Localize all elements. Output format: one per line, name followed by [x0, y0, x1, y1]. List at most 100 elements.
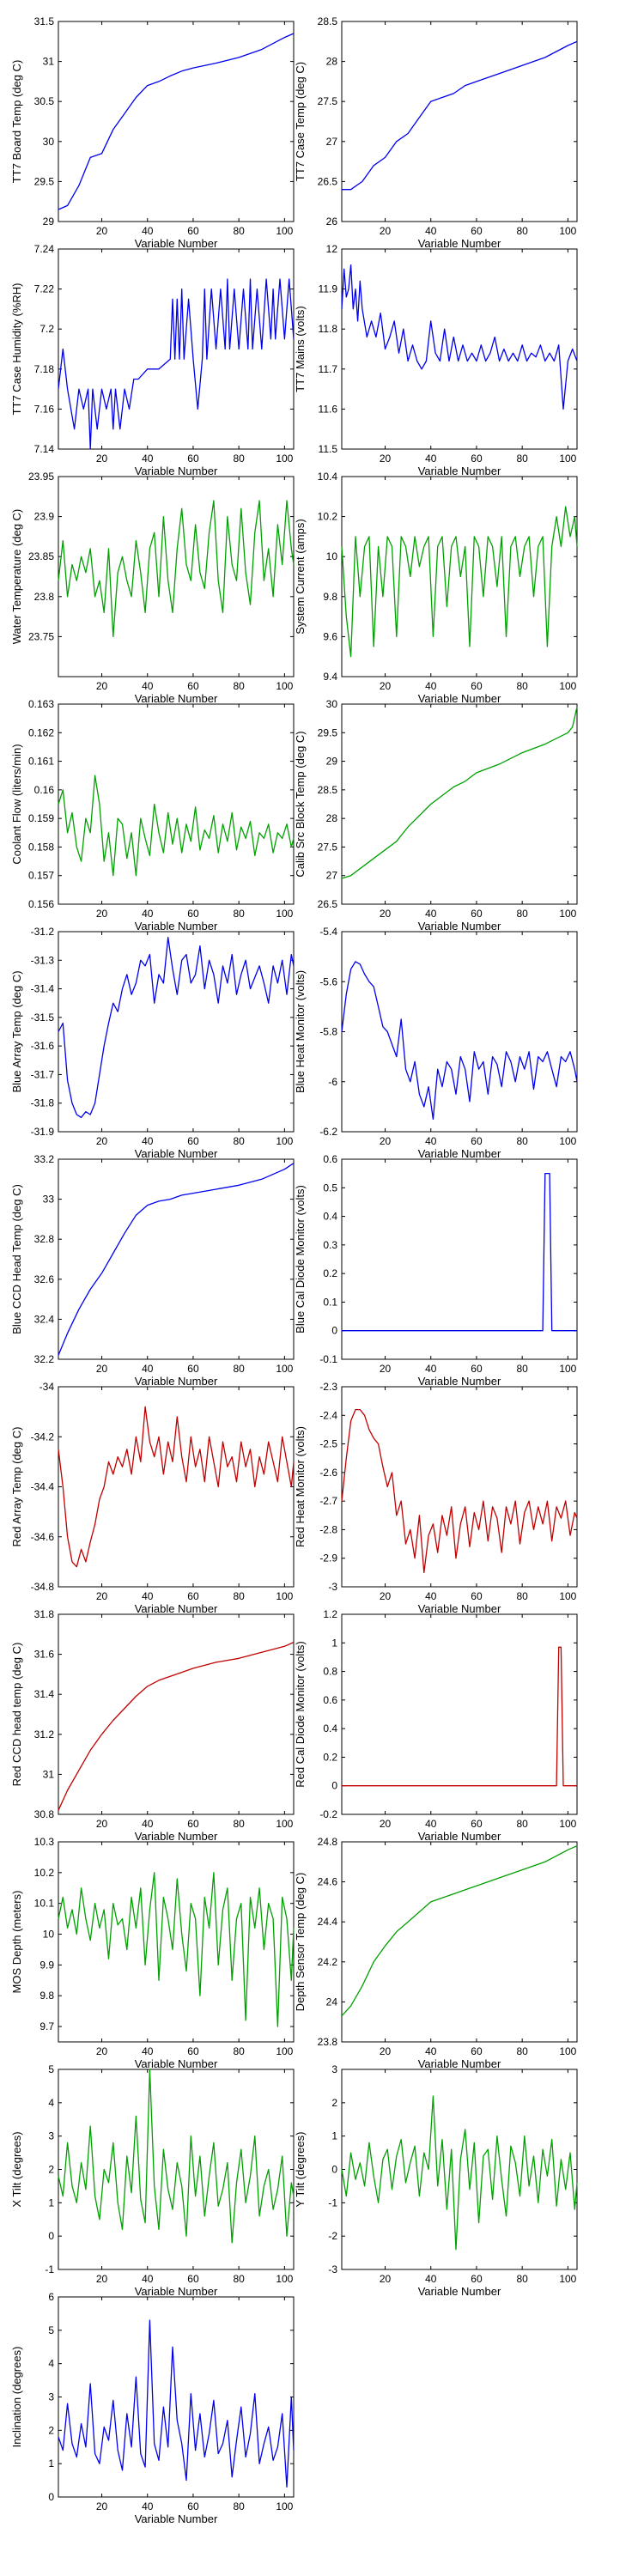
series-line-blue-array-temp: [58, 937, 295, 1119]
x-tick-label: 80: [516, 1818, 528, 1830]
series-line-mos-depth: [58, 1872, 295, 2027]
x-tick-label: 20: [96, 1135, 108, 1147]
x-tick-label: 80: [233, 1818, 245, 1830]
y-tick-label: 0.2: [323, 1751, 337, 1763]
x-tick-label: 20: [96, 908, 108, 920]
plot-frame: [58, 1841, 295, 2043]
x-tick-label: 40: [142, 2045, 154, 2057]
x-tick-label: 100: [276, 453, 293, 465]
y-tick-label: 0.3: [323, 1239, 337, 1251]
x-tick-label: 60: [187, 1818, 199, 1830]
y-tick-label: 28: [326, 56, 338, 68]
y-tick-label: -3: [328, 2263, 337, 2275]
y-tick-label: 1: [48, 2196, 54, 2208]
y-tick-label: 0: [331, 1325, 337, 1337]
series-line-water-temperature: [58, 500, 295, 638]
y-tick-label: -0.2: [319, 1808, 337, 1820]
y-tick-label: -1: [328, 2196, 337, 2208]
y-tick-label: 27.5: [318, 95, 338, 107]
y-tick-label: 31: [43, 56, 55, 68]
y-tick-label: 0.16: [34, 784, 55, 796]
x-tick-label: 80: [516, 453, 528, 465]
x-tick-label: 40: [425, 2273, 437, 2285]
x-tick-label: 20: [96, 2045, 108, 2057]
y-tick-label: 0.6: [323, 1694, 337, 1706]
x-tick-label: 60: [187, 908, 199, 920]
plot-frame: [341, 1841, 578, 2043]
y-tick-label: -5.8: [319, 1026, 337, 1038]
x-tick-label: 100: [276, 1135, 293, 1147]
y-tick-label: 1: [48, 2458, 54, 2470]
plot-frame: [341, 21, 578, 222]
series-line-red-ccd-head-temp: [58, 1642, 295, 1811]
plot-frame: [341, 1158, 578, 1360]
y-tick-label: 9.4: [323, 671, 337, 683]
y-axis-label: X Tilt (degrees): [10, 2131, 23, 2207]
x-axis-label: Variable Number: [418, 1375, 501, 1388]
y-tick-label: -2.3: [319, 1381, 337, 1393]
subplot-blue-ccd-head-temp: 20 40 60 80 100 32.2 32.4 32.6 32.8 33 33.2 Variabl…: [10, 1153, 295, 1388]
x-tick-label: 80: [516, 1363, 528, 1375]
x-tick-label: 80: [233, 453, 245, 465]
y-tick-label: 28: [326, 812, 338, 824]
plot-frame: [58, 248, 295, 450]
y-tick-label: 9.7: [39, 2020, 54, 2032]
x-tick-label: 40: [142, 453, 154, 465]
y-axis-label: Inclination (degrees): [10, 2347, 23, 2448]
y-tick-label: 23.8: [34, 591, 55, 603]
x-tick-label: 60: [187, 1590, 199, 1602]
x-tick-label: 40: [142, 680, 154, 692]
x-axis-label: Variable Number: [418, 920, 501, 933]
series-line-red-array-temp: [58, 1406, 295, 1568]
plot-frame: [58, 476, 295, 677]
x-tick-label: 20: [380, 908, 392, 920]
x-tick-label: 80: [233, 1590, 245, 1602]
y-tick-label: 11.6: [319, 403, 338, 415]
x-tick-label: 40: [142, 2273, 154, 2285]
x-tick-label: 20: [380, 2045, 392, 2057]
y-axis-label: Blue Cal Diode Monitor (volts): [294, 1185, 307, 1334]
x-tick-label: 40: [425, 1363, 437, 1375]
y-tick-label: -31.9: [31, 1126, 55, 1138]
x-tick-label: 80: [233, 1363, 245, 1375]
x-tick-label: 40: [425, 1590, 437, 1602]
x-tick-label: 100: [276, 1818, 293, 1830]
series-line-blue-ccd-head-temp: [58, 1163, 295, 1356]
y-tick-label: 26: [326, 216, 338, 228]
y-tick-label: 10.3: [34, 1836, 55, 1848]
y-tick-label: -6.2: [319, 1126, 337, 1138]
y-tick-label: 24.6: [318, 1876, 338, 1888]
series-line-red-cal-diode-monitor: [342, 1646, 577, 1787]
x-tick-label: 100: [276, 2500, 293, 2512]
y-tick-label: 0.4: [323, 1211, 337, 1223]
subplot-x-tilt: 20 40 60 80 100 -1 0 1 2 3 4 5 Variable Number X Tilt…: [10, 2063, 295, 2298]
y-axis-label: Red Array Temp (deg C): [10, 1427, 23, 1547]
x-tick-label: 80: [233, 908, 245, 920]
y-tick-label: -34.2: [31, 1431, 55, 1443]
x-axis-label: Variable Number: [135, 920, 218, 933]
x-tick-label: 60: [187, 453, 199, 465]
x-tick-label: 20: [96, 1363, 108, 1375]
y-tick-label: 11.5: [319, 443, 338, 455]
y-tick-label: -0.1: [319, 1353, 337, 1365]
y-tick-label: 29.5: [318, 726, 338, 738]
y-axis-label: TT7 Board Temp (deg C): [10, 60, 23, 184]
y-tick-label: -5.6: [319, 975, 337, 987]
y-tick-label: 0.161: [28, 756, 54, 768]
y-tick-label: 0.5: [323, 1182, 337, 1194]
y-tick-label: 3: [331, 2063, 337, 2075]
x-tick-label: 40: [142, 1363, 154, 1375]
plot-frame: [341, 703, 578, 905]
x-tick-label: 60: [187, 2500, 199, 2512]
x-axis-label: Variable Number: [135, 465, 218, 477]
y-tick-label: 24.4: [318, 1916, 338, 1928]
x-tick-label: 60: [471, 1590, 483, 1602]
y-tick-label: 7.14: [34, 443, 55, 455]
y-tick-label: 6: [48, 2291, 54, 2303]
series-line-coolant-flow: [58, 775, 295, 877]
x-axis-label: Variable Number: [418, 1830, 501, 1843]
plot-frame: [341, 248, 578, 450]
y-tick-label: 23.8: [318, 2036, 338, 2048]
y-tick-label: -5.4: [319, 926, 337, 938]
